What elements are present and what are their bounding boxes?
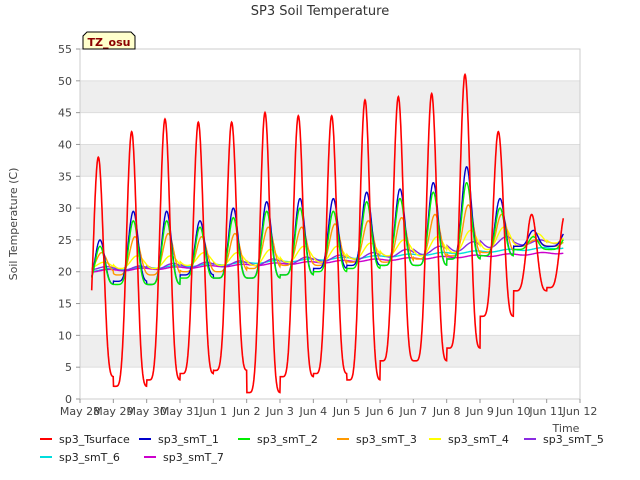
y-axis: 0 5 10 15 20 25 30 35 40 45 50 55: [58, 43, 80, 406]
legend-label-sp3_smT_5: sp3_smT_5: [543, 433, 604, 446]
site-label-box: TZ_osu: [82, 31, 136, 50]
x-tick-label: Jun 6: [365, 405, 394, 418]
y-tick-label: 20: [58, 266, 72, 279]
x-tick-label: May 30: [127, 405, 167, 418]
chart-title: SP3 Soil Temperature: [251, 4, 389, 19]
x-tick-label: Jun 2: [232, 405, 261, 418]
y-axis-title: Soil Temperature (C): [7, 168, 20, 281]
x-tick-label: Jun 3: [265, 405, 294, 418]
x-tick-label: Jun 8: [432, 405, 461, 418]
plot-band: [80, 80, 580, 113]
x-tick-label: May 29: [93, 405, 133, 418]
y-tick-label: 55: [58, 43, 72, 56]
plot-band: [80, 271, 580, 304]
y-tick-label: 10: [58, 329, 72, 342]
legend-label-sp3_smT_6: sp3_smT_6: [59, 451, 120, 464]
x-tick-label: Jun 11: [528, 405, 564, 418]
x-axis-title: Time: [552, 422, 580, 435]
x-tick-label: Jun 5: [332, 405, 361, 418]
x-tick-label: Jun 7: [398, 405, 427, 418]
y-tick-label: 25: [58, 234, 72, 247]
x-tick-label: Jun 1: [198, 405, 227, 418]
x-tick-label: Jun 4: [298, 405, 327, 418]
legend: sp3_Tsurface sp3_smT_1 sp3_smT_2 sp3_smT_3 s…: [40, 433, 604, 464]
plot-frame: [79, 48, 581, 400]
legend-label-sp3_smT_2: sp3_smT_2: [257, 433, 318, 446]
x-tick-label: May 31: [160, 405, 200, 418]
y-tick-label: 50: [58, 75, 72, 88]
y-tick-label: 30: [58, 202, 72, 215]
legend-label-sp3_smT_3: sp3_smT_3: [356, 433, 417, 446]
plot-band: [80, 335, 580, 368]
series-line-sp3_smT_5: [91, 236, 564, 272]
legend-label-sp3_Tsurface: sp3_Tsurface: [59, 433, 130, 446]
y-tick-label: 40: [58, 138, 72, 151]
site-label-shape: [82, 31, 136, 50]
plot-band: [80, 144, 580, 177]
x-tick-label: May 28: [60, 405, 100, 418]
site-label: TZ_osu: [88, 36, 131, 49]
legend-label-sp3_smT_7: sp3_smT_7: [163, 451, 224, 464]
x-tick-label: Jun 10: [495, 405, 531, 418]
legend-label-sp3_smT_4: sp3_smT_4: [448, 433, 509, 446]
y-tick-label: 0: [65, 393, 72, 406]
y-tick-label: 35: [58, 170, 72, 183]
x-tick-label: Jun 9: [465, 405, 494, 418]
y-tick-label: 45: [58, 107, 72, 120]
series-lines: [90, 72, 565, 394]
y-tick-label: 15: [58, 298, 72, 311]
legend-label-sp3_smT_1: sp3_smT_1: [158, 433, 219, 446]
x-tick-label: Jun 12: [562, 405, 598, 418]
y-tick-label: 5: [65, 361, 72, 374]
series-line-sp3_Tsurface: [90, 72, 565, 394]
